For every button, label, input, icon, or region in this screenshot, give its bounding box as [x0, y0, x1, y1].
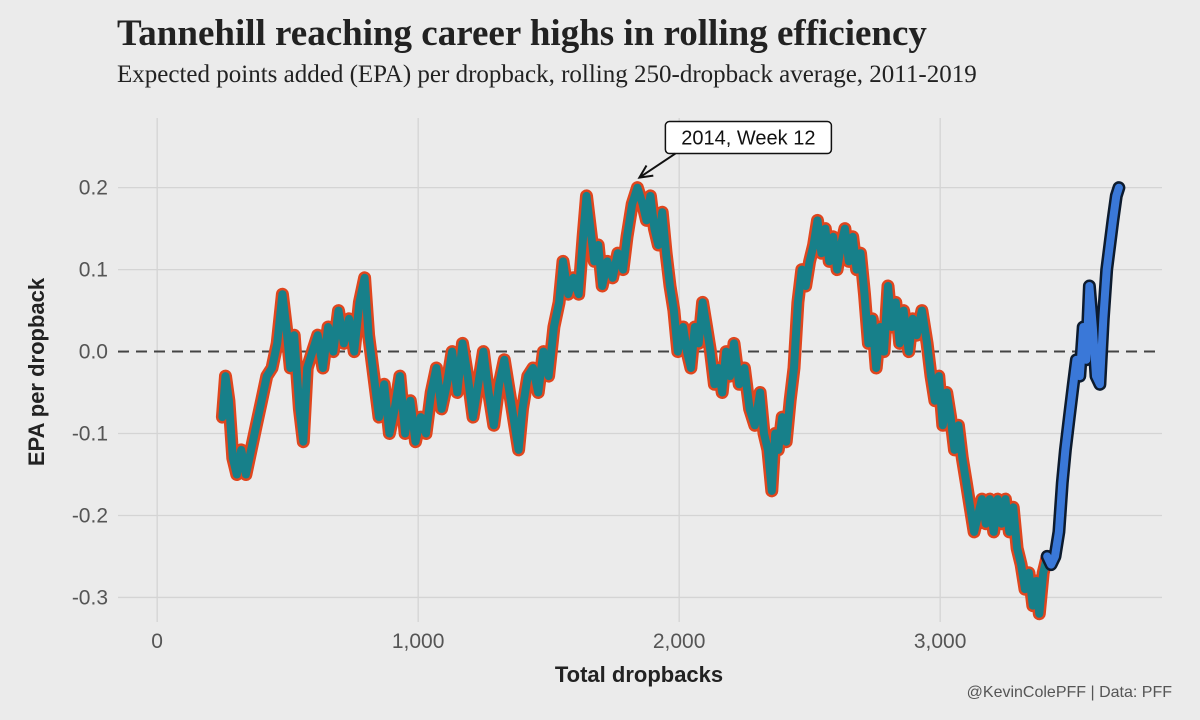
y-tick-label: -0.3 [72, 586, 108, 609]
x-tick-label: 0 [151, 630, 163, 653]
y-tick-label: 0.1 [79, 259, 108, 282]
x-tick-label: 3,000 [914, 630, 967, 653]
chart-caption: @KevinColePFF | Data: PFF [966, 684, 1172, 701]
annotation-box [664, 120, 833, 155]
series-layer [215, 181, 1126, 621]
y-axis-title: EPA per dropback [24, 277, 49, 466]
grid-lines [118, 118, 1162, 622]
chart-subtitle: Expected points added (EPA) per dropback… [117, 61, 977, 88]
y-tick-label: -0.2 [72, 504, 108, 527]
series-0-outline [215, 181, 1054, 621]
annotation-label: 2014, Week 12 [681, 128, 815, 150]
x-axis-title: Total dropbacks [555, 662, 723, 687]
annotation-arrowhead [637, 164, 654, 179]
y-tick-label: 0.0 [79, 341, 108, 364]
x-tick-label: 2,000 [653, 630, 706, 653]
y-tick-label: -0.1 [72, 423, 108, 446]
annotation: 2014, Week 12 [637, 120, 833, 179]
y-tick-label: 0.2 [79, 177, 108, 200]
chart-title: Tannehill reaching career highs in rolli… [117, 13, 927, 54]
x-tick-label: 1,000 [392, 630, 445, 653]
series-1-line [1043, 183, 1123, 569]
annotation-arrow [638, 152, 676, 179]
series-0-line [218, 183, 1052, 618]
tick-labels: 0 1,000 2,000 3,000 -0.3 -0.2 -0.1 0.0 0.1 0.2 [72, 177, 967, 653]
